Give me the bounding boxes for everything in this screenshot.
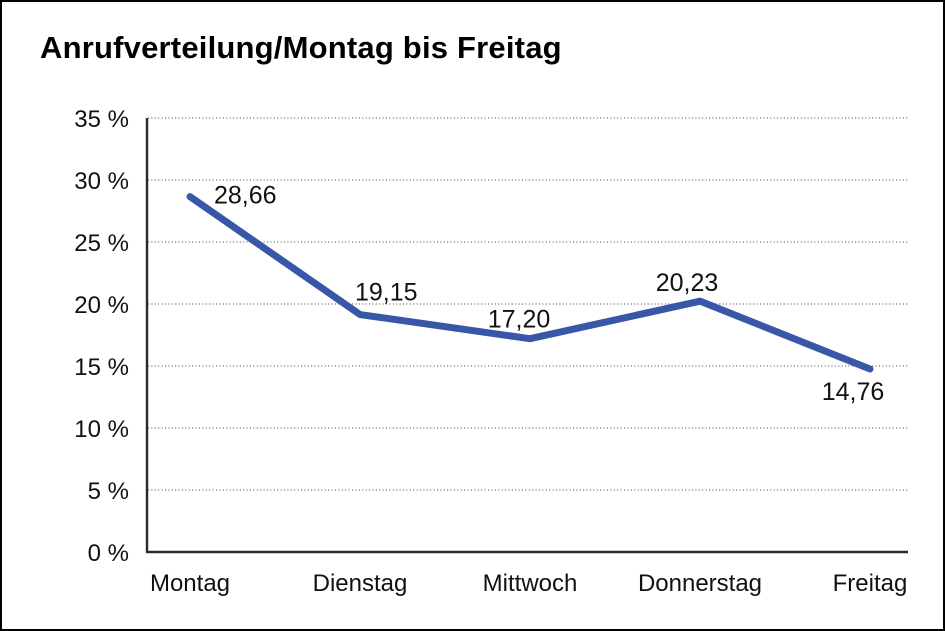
data-point-label: 19,15 [355,279,418,307]
series-line [186,193,874,373]
y-axis-tick-label: 10 % [74,416,129,443]
y-axis-tick-label: 15 % [74,354,129,381]
data-point-label: 20,23 [656,269,719,297]
y-axis-tick-label: 25 % [74,230,129,257]
data-point-label: 14,76 [822,378,885,406]
y-axis-tick-label: 35 % [74,106,129,133]
y-axis-tick-label: 0 % [88,540,129,567]
data-point-label: 28,66 [214,182,277,210]
x-axis-category-label: Montag [150,570,230,597]
chart-title: Anrufverteilung/Montag bis Freitag [40,30,562,65]
x-axis-category-label: Freitag [833,570,908,597]
y-axis-tick-label: 5 % [88,478,129,505]
y-axis-tick-label: 20 % [74,292,129,319]
x-axis-category-label: Dienstag [313,570,408,597]
y-axis-tick-label: 30 % [74,168,129,195]
data-point-label: 17,20 [488,306,551,334]
x-axis-category-label: Donnerstag [638,570,762,597]
x-axis-category-label: Mittwoch [483,570,578,597]
